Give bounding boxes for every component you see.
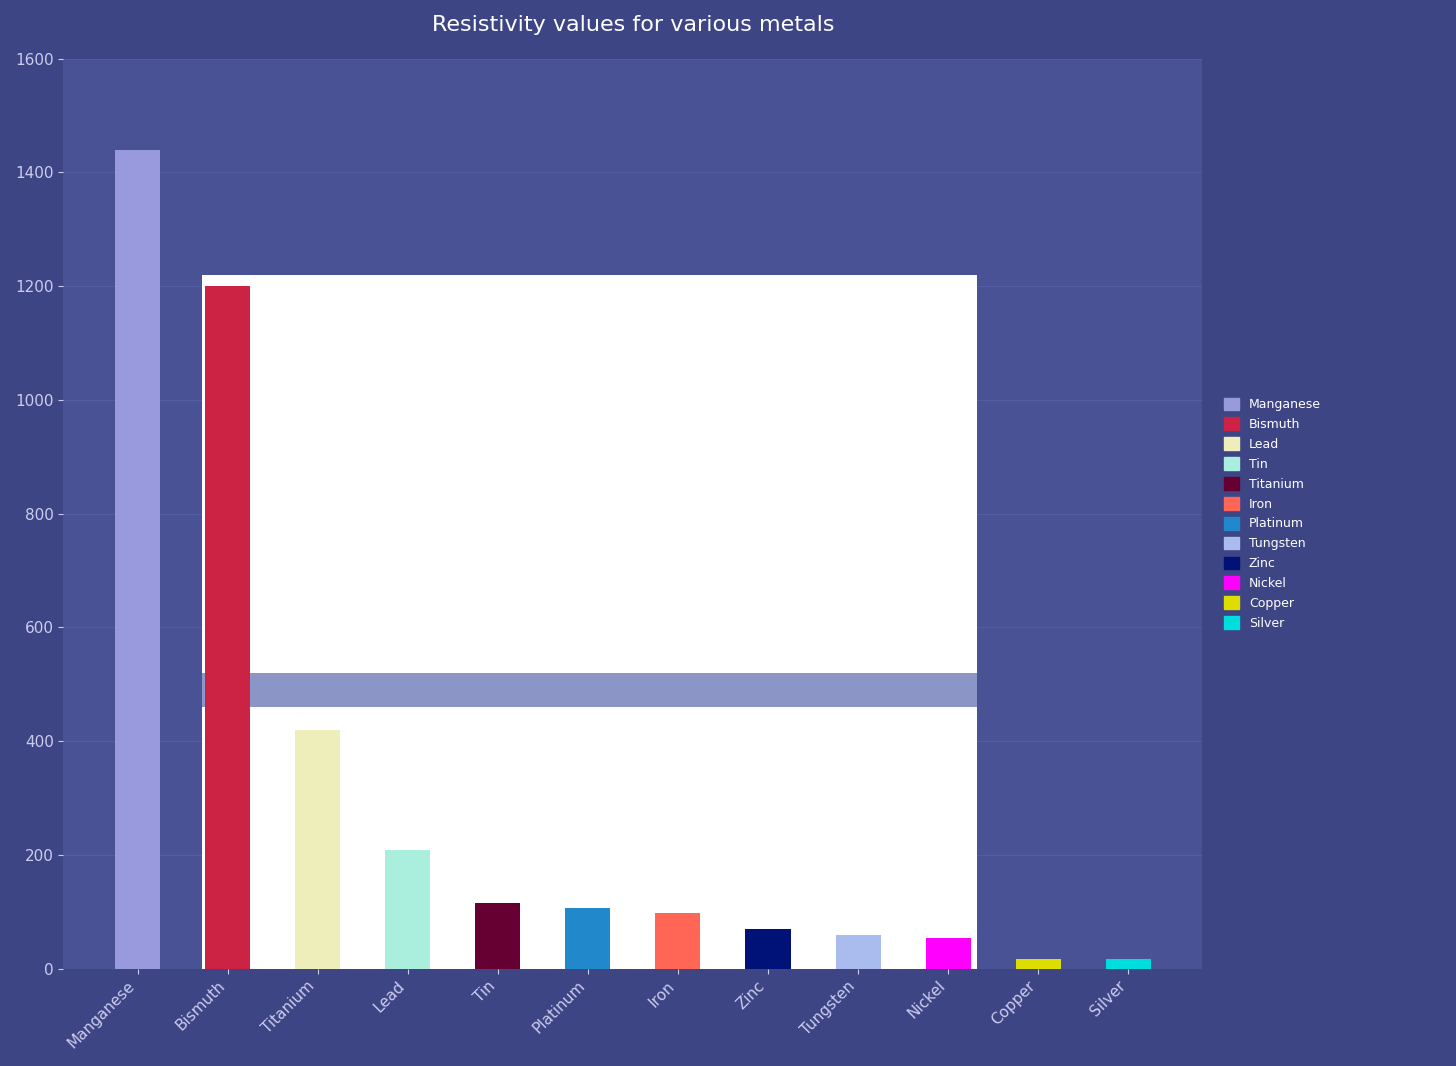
Bar [202,684,977,969]
Bar [1105,959,1150,969]
Bar [115,149,160,969]
Bar [296,730,341,969]
Title: Resistivity values for various metals: Resistivity values for various metals [431,15,834,35]
Bar [202,275,977,684]
Bar [565,908,610,969]
Bar [1016,959,1060,969]
Bar [745,930,791,969]
Bar [836,935,881,969]
Bar [386,851,431,969]
Legend: Manganese, Bismuth, Lead, Tin, Titanium, Iron, Platinum, Tungsten, Zinc, Nickel,: Manganese, Bismuth, Lead, Tin, Titanium,… [1220,393,1325,633]
Bar [475,903,520,969]
Bar [655,914,700,969]
Bar [202,673,977,707]
Bar [205,286,250,969]
Bar [926,938,971,969]
